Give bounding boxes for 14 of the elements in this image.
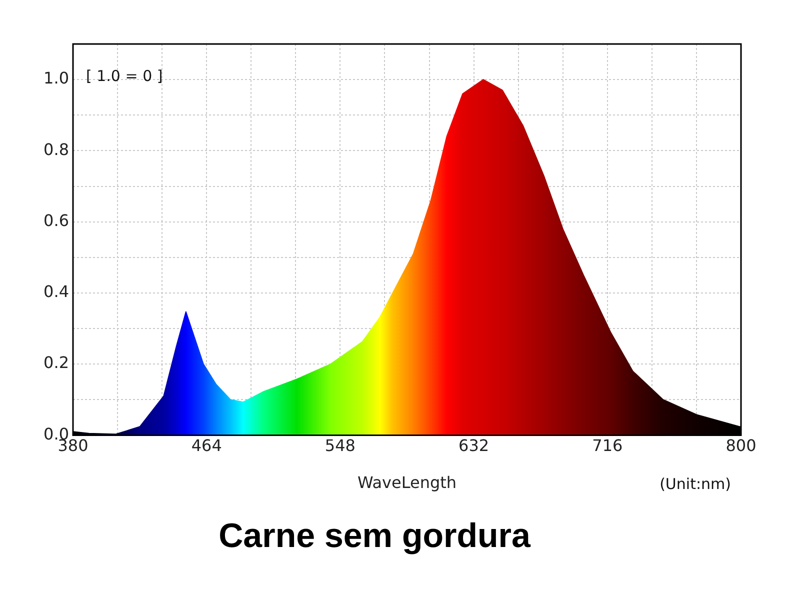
x-tick-label: 548 (324, 436, 356, 455)
y-tick-label: 0.6 (44, 210, 69, 230)
y-tick-label: 0.8 (44, 140, 69, 159)
x-tick-label: 464 (191, 436, 222, 455)
x-tick-label: 632 (458, 436, 490, 455)
annotation: [ 1.0 = 0 ] (86, 66, 163, 85)
y-tick-label: 0.4 (44, 282, 69, 302)
text: (Unit:nm) (660, 475, 731, 494)
y-tick-label: 0.2 (44, 353, 69, 372)
y-tick-label: 1.0 (44, 68, 69, 88)
x-axis-title: WaveLength (357, 472, 457, 492)
x-tick-label: 800 (726, 436, 756, 455)
text: Carne sem gordura (218, 516, 532, 555)
x-tick-label: 716 (592, 436, 623, 455)
